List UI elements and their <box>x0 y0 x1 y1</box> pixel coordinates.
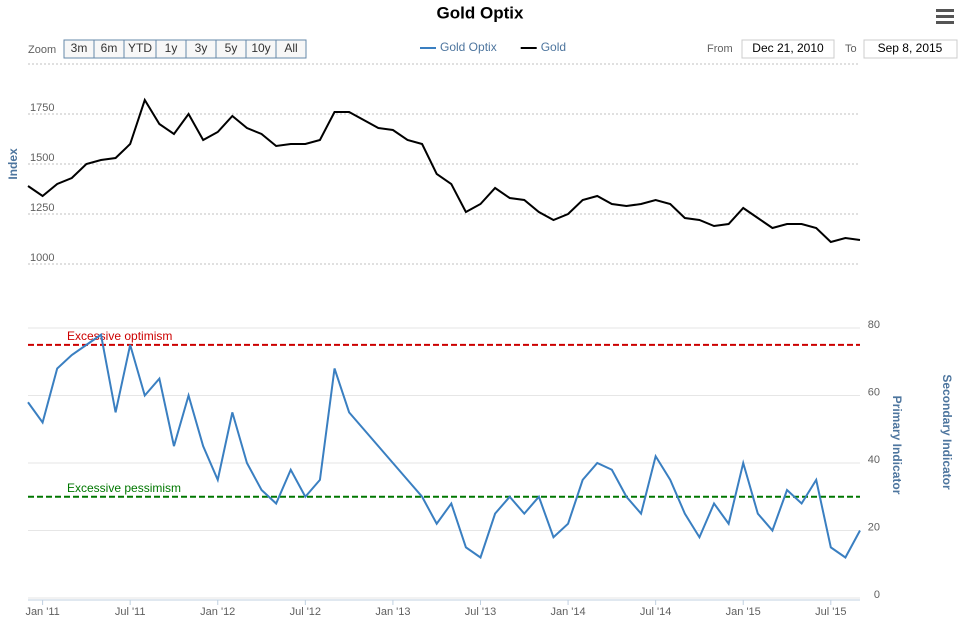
menu-bar <box>936 21 954 24</box>
menu-bar <box>936 15 954 18</box>
y2-tick-label: 20 <box>868 521 880 533</box>
x-tick-label: Jan '15 <box>726 606 761 618</box>
x-tick-label: Jul '12 <box>290 606 321 618</box>
y2-axis-title: Primary Indicator <box>890 396 904 495</box>
from-label: From <box>707 43 733 55</box>
plot-line-label: Excessive optimism <box>67 329 172 343</box>
x-tick-label: Jan '12 <box>200 606 235 618</box>
y-tick-label: 1750 <box>30 102 54 114</box>
legend-item[interactable]: Gold Optix <box>420 40 497 54</box>
button-label: 5y <box>225 41 238 55</box>
menu-bar <box>936 9 954 12</box>
series-line <box>27 333 861 560</box>
y2-tick-label: 40 <box>868 454 880 466</box>
x-tick-label: Jul '11 <box>115 606 146 618</box>
button-label: 6m <box>101 41 118 55</box>
to-value: Sep 8, 2015 <box>878 41 943 55</box>
menu-button[interactable] <box>936 9 954 24</box>
y-tick-label: 1250 <box>30 202 54 214</box>
button-label: 3m <box>71 41 88 55</box>
button-box <box>275 39 307 59</box>
plot-line-label: Excessive pessimism <box>67 481 181 495</box>
legend-label: Gold <box>541 40 566 54</box>
x-tick-label: Jan '14 <box>550 606 585 618</box>
y2-tick-label: 0 <box>874 589 880 601</box>
button-label: 10y <box>251 41 270 55</box>
chart-title: Gold Optix <box>437 3 524 22</box>
y-tick-label: 1000 <box>30 252 54 264</box>
button-label: 1y <box>165 41 178 55</box>
y2-tick-label: 60 <box>868 386 880 398</box>
y2-tick-label: 80 <box>868 319 880 331</box>
zoom-button[interactable]: 6m <box>93 39 125 59</box>
x-tick-label: Jul '13 <box>465 606 496 618</box>
series-line <box>27 97 861 244</box>
zoom-button[interactable]: 3m <box>63 39 95 59</box>
zoom-button[interactable]: All <box>275 39 307 59</box>
x-tick-label: Jul '14 <box>640 606 671 618</box>
legend-label: Gold Optix <box>440 40 497 54</box>
y2-axis-title: Secondary Indicator <box>940 374 954 490</box>
button-label: YTD <box>128 41 152 55</box>
button-label: All <box>284 41 297 55</box>
zoom-label: Zoom <box>28 44 56 56</box>
x-tick-label: Jan '13 <box>375 606 410 618</box>
from-value: Dec 21, 2010 <box>752 41 824 55</box>
zoom-button[interactable]: 3y <box>185 39 217 59</box>
to-label: To <box>845 43 857 55</box>
x-tick-label: Jul '15 <box>815 606 846 618</box>
x-tick-label: Jan '11 <box>25 606 59 618</box>
zoom-button[interactable]: 1y <box>155 39 187 59</box>
y-tick-label: 1500 <box>30 152 54 164</box>
zoom-button[interactable]: 10y <box>245 39 277 59</box>
y-axis-title: Index <box>6 148 20 180</box>
button-label: 3y <box>195 41 208 55</box>
to-input[interactable] <box>863 39 958 59</box>
from-input[interactable] <box>741 39 835 59</box>
zoom-button[interactable]: YTD <box>123 39 157 59</box>
zoom-button[interactable]: 5y <box>215 39 247 59</box>
legend-item[interactable]: Gold <box>520 40 566 54</box>
